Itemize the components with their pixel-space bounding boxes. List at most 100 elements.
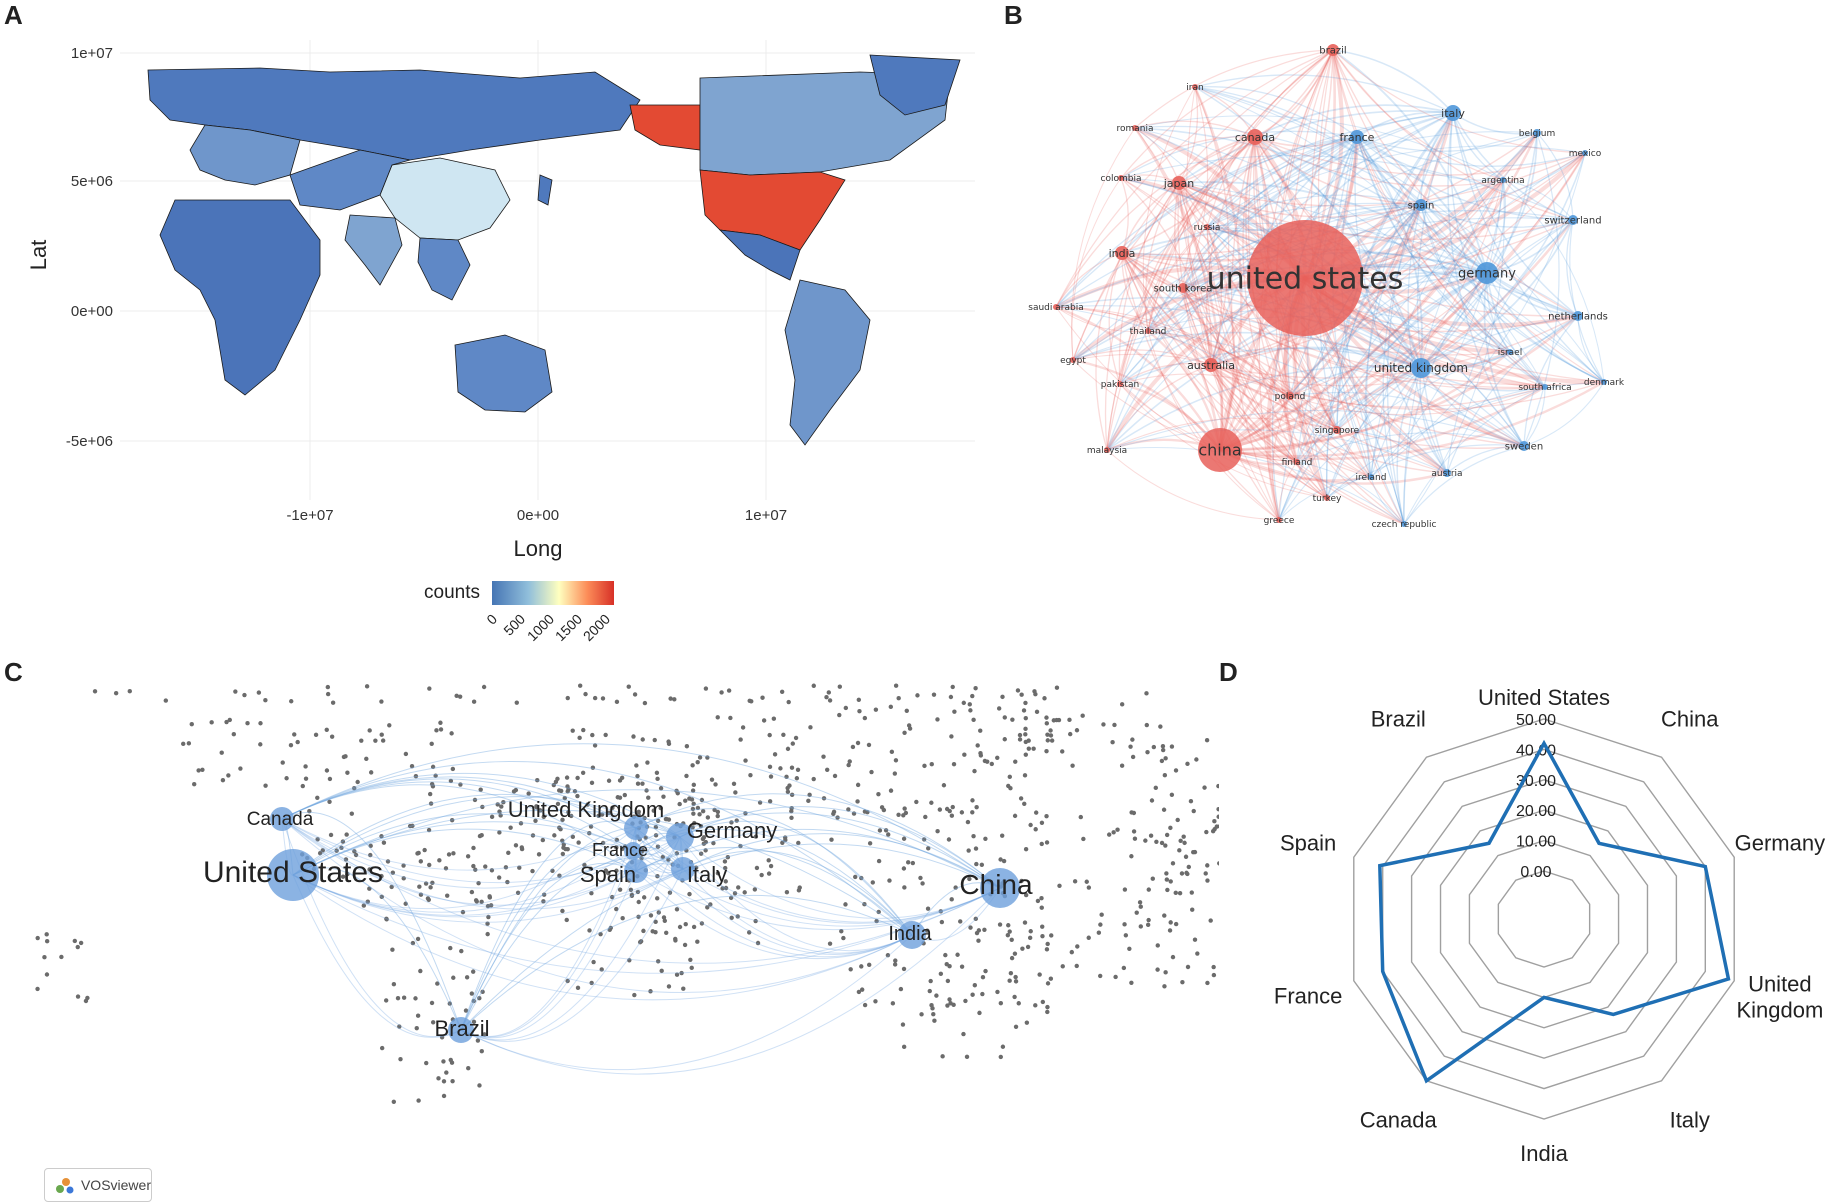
network-edge xyxy=(1370,219,1574,478)
network-edge xyxy=(1121,252,1579,333)
city-dot xyxy=(438,727,444,732)
network-edge xyxy=(1523,381,1605,447)
city-dot xyxy=(736,885,741,890)
city-dot xyxy=(1162,773,1168,778)
city-dot xyxy=(855,740,861,746)
city-dot xyxy=(1044,715,1049,720)
city-dot xyxy=(471,699,477,704)
network-edge xyxy=(1178,181,1488,274)
city-dot xyxy=(469,991,475,996)
legend-tick: 1000 xyxy=(524,611,557,644)
network-edge xyxy=(1206,226,1605,383)
network-edge xyxy=(1254,49,1334,138)
city-dot xyxy=(915,693,920,698)
city-dot xyxy=(1040,933,1045,939)
city-dot xyxy=(429,1000,435,1006)
city-dot xyxy=(418,892,424,897)
city-dot xyxy=(458,782,463,787)
city-dot xyxy=(705,815,711,820)
city-dot xyxy=(389,884,394,890)
city-dot xyxy=(682,942,688,948)
network-edge xyxy=(1206,145,1586,228)
city-dot xyxy=(893,958,898,963)
city-dot xyxy=(970,992,975,997)
network-edge xyxy=(1365,112,1454,478)
city-dot xyxy=(1129,980,1134,985)
city-dot xyxy=(811,683,816,688)
city-dot xyxy=(379,894,384,900)
city-dot xyxy=(755,940,761,946)
network-edge xyxy=(1106,417,1338,451)
city-dot xyxy=(660,854,666,860)
city-dot xyxy=(1160,744,1166,749)
city-dot xyxy=(974,804,979,810)
city-dot xyxy=(892,962,898,967)
network-node-egypt: egypt xyxy=(1060,356,1086,366)
network-edge xyxy=(1121,182,1180,254)
network-edge xyxy=(1134,127,1224,451)
geo-node-circle xyxy=(671,857,695,881)
city-dot xyxy=(766,858,771,863)
city-dot xyxy=(965,819,971,825)
geo-edge xyxy=(292,793,637,876)
city-dot xyxy=(786,699,791,705)
network-edge xyxy=(1178,49,1334,184)
city-dot xyxy=(961,700,966,706)
map-region-africa xyxy=(159,199,321,396)
city-dot xyxy=(1023,846,1029,852)
network-edge xyxy=(1134,115,1504,181)
city-dot xyxy=(352,849,357,854)
network-edge xyxy=(1370,179,1504,478)
city-dot xyxy=(850,744,856,750)
map-region-australia xyxy=(454,334,553,413)
city-dot xyxy=(451,975,456,980)
network-edge xyxy=(1486,272,1546,388)
city-dot xyxy=(353,852,359,858)
city-dot xyxy=(1190,907,1195,912)
city-dot xyxy=(479,1048,484,1054)
geo-node-circle xyxy=(624,859,648,883)
network-edge xyxy=(1194,86,1488,274)
network-edge xyxy=(1502,179,1605,383)
city-dot xyxy=(951,761,957,767)
city-dot xyxy=(1045,1004,1050,1010)
network-edge xyxy=(1194,86,1422,206)
city-dot xyxy=(1006,923,1011,928)
network-edge xyxy=(1121,252,1298,463)
city-dot xyxy=(599,812,605,817)
city-dot xyxy=(715,870,721,876)
geo-node-label: Italy xyxy=(687,862,727,887)
city-dot xyxy=(1175,817,1180,823)
network-edge xyxy=(1566,219,1579,317)
network-node-label: turkey xyxy=(1313,494,1342,504)
city-dot xyxy=(1162,984,1167,989)
city-dot xyxy=(846,762,851,768)
city-dot xyxy=(499,804,504,809)
city-dot xyxy=(626,684,631,689)
network-node-label: austria xyxy=(1431,469,1462,479)
city-dot xyxy=(580,770,586,775)
network-node-brazil: brazil xyxy=(1319,44,1347,57)
network-edge xyxy=(1210,364,1448,474)
network-node-circle xyxy=(1542,384,1548,390)
city-dot xyxy=(422,847,427,853)
network-edge xyxy=(1326,204,1422,499)
network-node-netherlands: netherlands xyxy=(1548,311,1608,323)
network-edge xyxy=(1178,182,1525,447)
city-dot xyxy=(785,746,791,752)
city-dot xyxy=(705,905,710,910)
network-edge xyxy=(1121,252,1291,397)
city-dot xyxy=(959,964,965,969)
city-dot xyxy=(938,909,943,914)
geo-edge xyxy=(460,843,1001,1031)
network-node-label: czech republic xyxy=(1372,520,1437,530)
network-node-label: saudi arabia xyxy=(1028,303,1083,313)
city-dot xyxy=(859,987,865,992)
panel-letter-a: A xyxy=(4,0,23,30)
city-dot xyxy=(746,930,752,935)
city-dot xyxy=(711,840,716,846)
city-dot xyxy=(565,978,570,984)
city-dot xyxy=(44,972,50,977)
city-dot xyxy=(646,795,651,800)
city-dot xyxy=(683,798,688,803)
